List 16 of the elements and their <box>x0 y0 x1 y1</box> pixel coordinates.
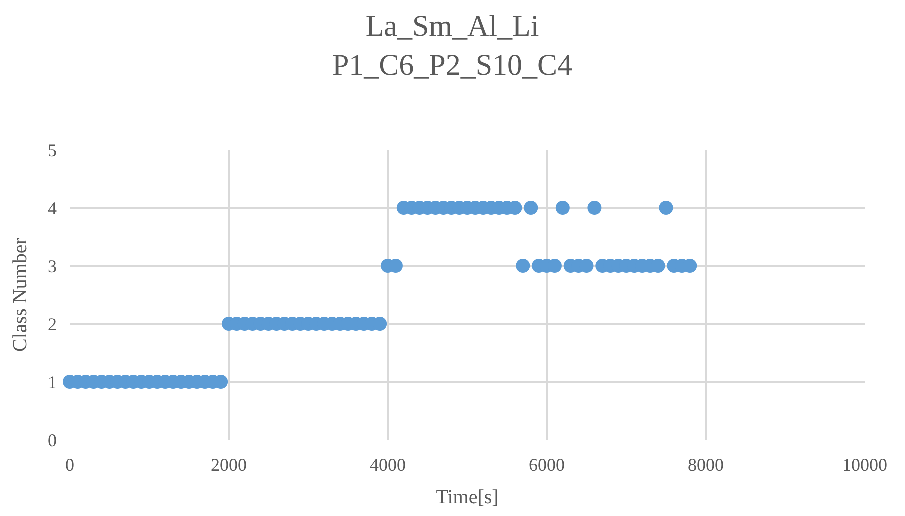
x-tick-label: 10000 <box>842 455 888 475</box>
y-axis-title: Class Number <box>10 238 32 352</box>
chart-subtitle: P1_C6_P2_S10_C4 <box>332 49 573 82</box>
x-axis-title: Time[s] <box>436 486 499 508</box>
y-tick-label: 2 <box>48 314 57 334</box>
y-tick-label: 0 <box>48 430 57 450</box>
x-tick-label: 8000 <box>688 455 724 475</box>
y-tick-label: 5 <box>48 140 57 160</box>
x-tick-label: 6000 <box>529 455 565 475</box>
y-tick-label: 1 <box>48 372 57 392</box>
x-tick-label: 0 <box>66 455 74 475</box>
chart-title: La_Sm_Al_Li <box>366 10 540 44</box>
y-tick-label: 4 <box>48 198 57 218</box>
x-tick-label: 2000 <box>211 455 247 475</box>
y-tick-label: 3 <box>48 256 57 276</box>
x-tick-label: 4000 <box>370 455 406 475</box>
